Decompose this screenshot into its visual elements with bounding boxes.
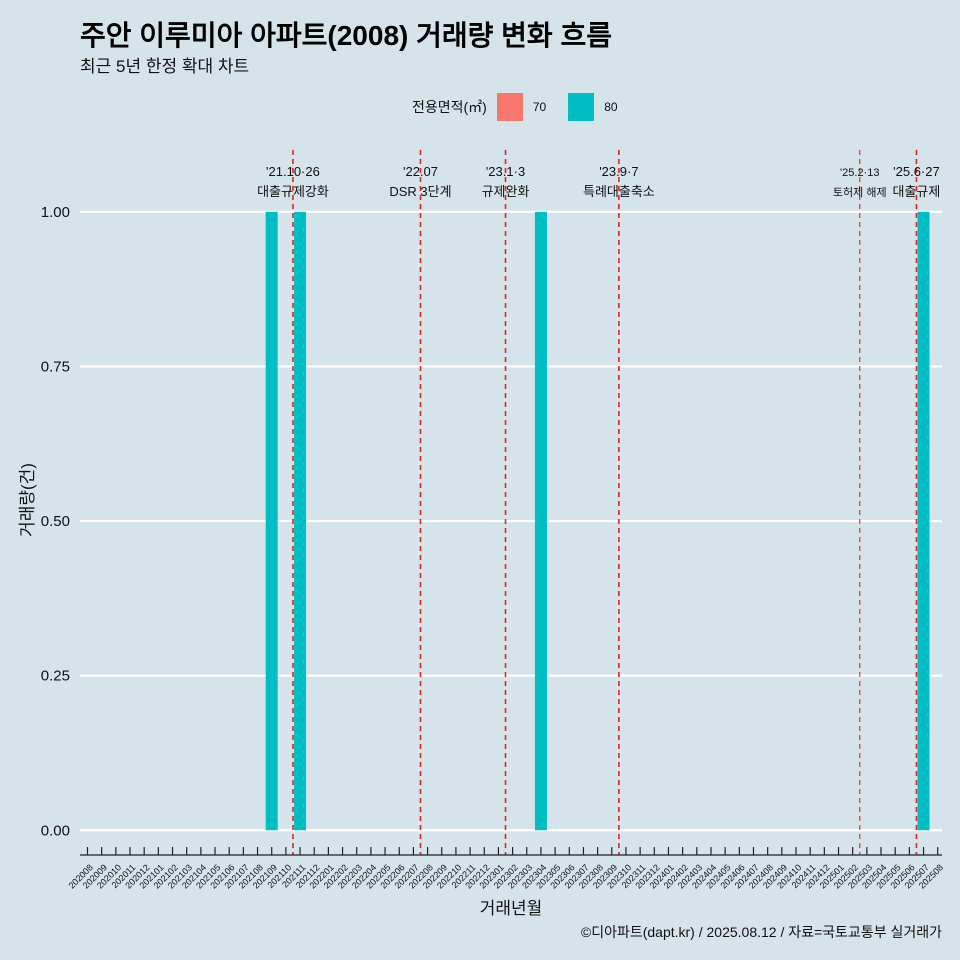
bar-80-202111: [294, 211, 307, 831]
legend: 전용면적(㎡) 70 80: [412, 92, 640, 122]
y-tick-label: 0.00: [41, 822, 70, 839]
chart-title: 주안 이루미아 아파트(2008) 거래량 변화 흐름: [80, 20, 612, 51]
bar-80-202304: [534, 211, 547, 831]
y-tick-label: 0.50: [41, 513, 70, 530]
event-date-label: '21.10·26: [266, 164, 320, 179]
event-label: 대출규제: [893, 184, 941, 199]
x-axis-title: 거래년월: [480, 899, 543, 918]
legend-label-80: 80: [604, 100, 618, 114]
chart-subtitle: 최근 5년 한정 확대 차트: [80, 57, 250, 76]
y-tick-label: 0.75: [41, 358, 70, 375]
event-date-label: '23.1·3: [486, 164, 525, 179]
event-date-label: '25.2·13: [840, 167, 879, 179]
y-tick-label: 0.25: [41, 668, 70, 685]
bar-80-202507: [917, 211, 930, 831]
event-label: 대출규제강화: [257, 184, 329, 199]
event-label: 토허제 해제: [833, 185, 887, 199]
legend-label-70: 70: [532, 100, 547, 114]
event-label: 규제완화: [482, 184, 530, 199]
event-label: DSR 3단계: [389, 184, 451, 199]
event-date-label: '23.9·7: [599, 164, 638, 179]
legend-key-70: [496, 93, 523, 121]
legend-title: 전용면적(㎡): [412, 99, 487, 115]
y-axis-title: 거래량(건): [18, 463, 37, 537]
source-caption: ©디아파트(dapt.kr) / 2025.08.12 / 자료=국토교통부 실…: [580, 924, 942, 940]
event-date-label: '22.07: [403, 164, 438, 179]
event-date-label: '25.6·27: [893, 164, 940, 179]
event-label: 특례대출축소: [583, 184, 655, 199]
bar-80-202109: [265, 211, 278, 831]
y-tick-label: 1.00: [41, 204, 70, 221]
legend-key-80: [568, 93, 595, 121]
